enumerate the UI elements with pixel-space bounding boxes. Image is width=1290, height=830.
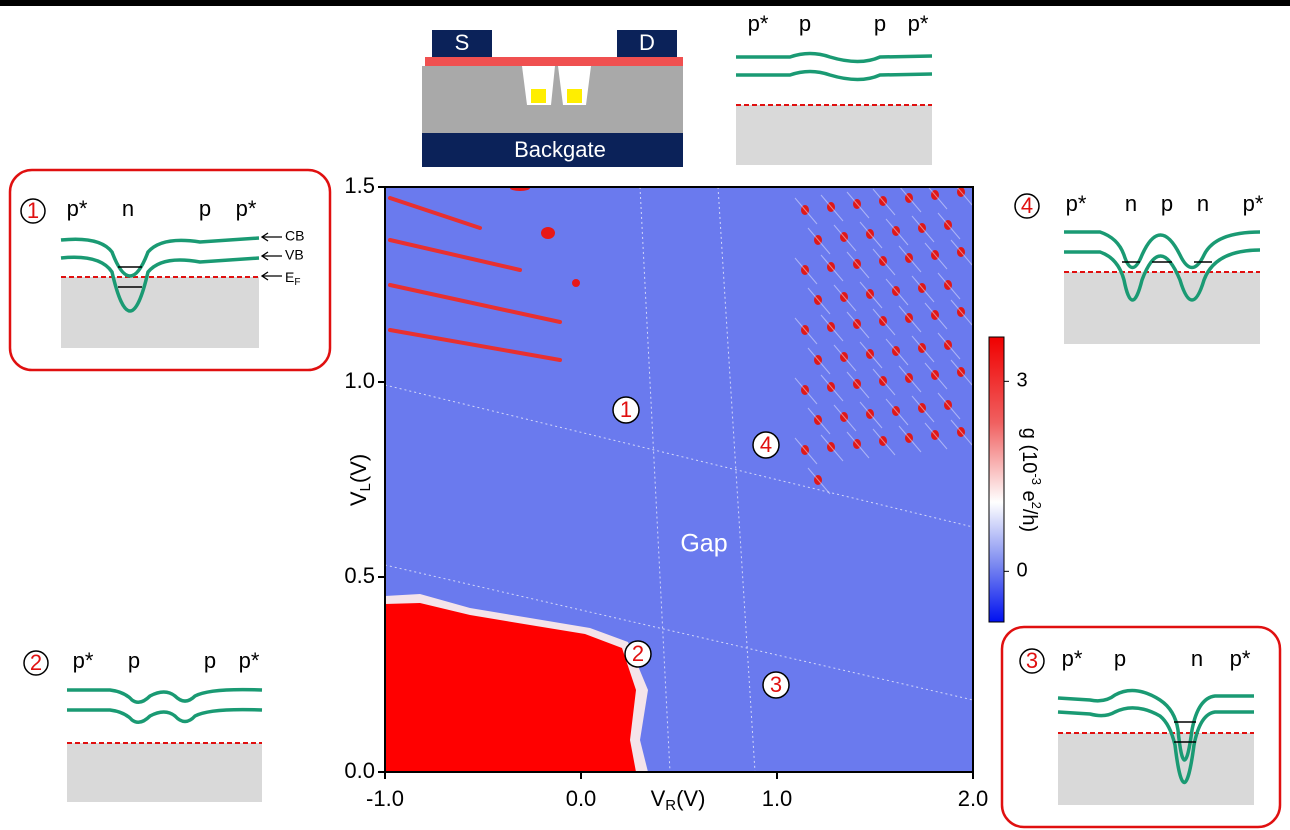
- inset-number: 2: [30, 650, 42, 675]
- cb-label-part: 2: [1029, 502, 1044, 509]
- ef-label: EF: [285, 269, 300, 288]
- region-label: n: [122, 196, 134, 221]
- y-label-main: V: [346, 491, 371, 506]
- region-label: p*: [239, 648, 260, 673]
- x-tick-label: -1.0: [366, 786, 404, 811]
- annotation: 4: [760, 432, 772, 457]
- top-bar: [0, 0, 1290, 6]
- band-inset-4: 4 p* n p n p*: [1015, 191, 1264, 344]
- y-tick-label: 1.0: [344, 368, 375, 393]
- region-label: p*: [67, 196, 88, 221]
- colorbar: [989, 337, 1004, 622]
- band-inset-2: 2 p* p p p*: [24, 648, 262, 802]
- region-label: n: [1125, 191, 1137, 216]
- annotation: 2: [632, 641, 644, 666]
- inset-number: 4: [1021, 193, 1033, 218]
- y-label-unit: (V): [346, 454, 371, 483]
- y-tick-label: 0.5: [344, 563, 375, 588]
- ef-sub: F: [294, 277, 300, 288]
- gap-label: Gap: [680, 530, 727, 558]
- region-label: p*: [1243, 191, 1264, 216]
- region-label: p: [799, 11, 811, 36]
- region-label: p: [874, 11, 886, 36]
- inset-number: 3: [1026, 648, 1038, 673]
- cb-label-part: g (10: [1018, 428, 1040, 474]
- y-tick-label: 1.5: [344, 173, 375, 198]
- x-tick-label: 1.0: [762, 786, 793, 811]
- cb-label-part: -3: [1029, 473, 1044, 485]
- cb-label: CB: [285, 228, 304, 244]
- annotation: 3: [770, 672, 782, 697]
- band-inset-top: p* p p p*: [736, 11, 932, 165]
- y-tick-label: 0.0: [344, 758, 375, 783]
- region-label: p*: [1066, 191, 1087, 216]
- region-label: p*: [236, 196, 257, 221]
- colorbar-tick-label: 0: [1016, 560, 1027, 582]
- y-axis-label: VL(V): [346, 454, 374, 506]
- region-label: p: [1161, 191, 1173, 216]
- region-label: p: [199, 196, 211, 221]
- drain-label: D: [639, 30, 655, 55]
- source-label: S: [455, 30, 470, 55]
- region-label: n: [1191, 646, 1203, 671]
- cb-label-part: e: [1018, 485, 1040, 502]
- region-label: p: [128, 648, 140, 673]
- figure: S D Backgate p* p p p* 1 p* n p p* CB VB…: [0, 0, 1290, 830]
- region-label: n: [1197, 191, 1209, 216]
- x-label-sub: R: [665, 797, 676, 814]
- x-tick-label: 2.0: [958, 786, 989, 811]
- region-label: p: [204, 648, 216, 673]
- band-inset-3: 3 p* p n p*: [1002, 627, 1280, 827]
- cb-label-part: /h): [1018, 509, 1040, 532]
- device-schematic: S D Backgate: [422, 30, 683, 167]
- ef-main: E: [285, 269, 294, 285]
- y-label-sub: L: [357, 483, 374, 491]
- annotation: 1: [620, 397, 632, 422]
- x-label-unit: (V): [676, 786, 705, 811]
- region-label: p*: [1230, 646, 1251, 671]
- gate-label: Backgate: [514, 137, 606, 162]
- region-label: p: [1114, 646, 1126, 671]
- x-label-main: V: [651, 786, 666, 811]
- x-tick-label: 0.0: [566, 786, 597, 811]
- vb-label: VB: [285, 247, 304, 263]
- band-inset-1: 1 p* n p p* CB VB EF: [10, 170, 330, 370]
- x-axis-label: VR(V): [651, 786, 706, 814]
- colorbar-tick-label: 3: [1016, 370, 1027, 392]
- inset-number: 1: [27, 198, 39, 223]
- region-label: p*: [73, 648, 94, 673]
- region-label: p*: [748, 11, 769, 36]
- heatmap: [385, 180, 973, 772]
- region-label: p*: [908, 11, 929, 36]
- colorbar-label: g (10-3 e2/h): [1018, 428, 1044, 532]
- region-label: p*: [1062, 646, 1083, 671]
